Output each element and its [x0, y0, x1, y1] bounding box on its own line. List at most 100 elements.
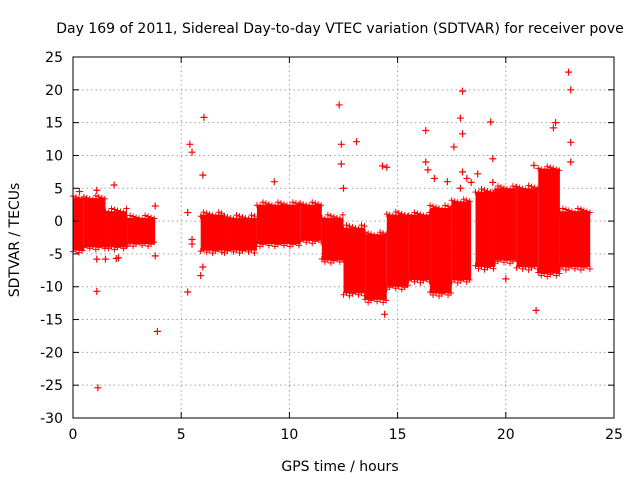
data-point	[474, 170, 482, 178]
data-point	[574, 205, 581, 212]
data-point	[321, 215, 328, 222]
y-tick-label: 20	[45, 83, 63, 99]
data-point	[108, 205, 115, 212]
data-point	[487, 118, 495, 126]
data-point	[215, 209, 222, 216]
data-point	[500, 185, 507, 192]
data-point	[568, 262, 575, 269]
data-point	[411, 209, 418, 216]
data-point	[199, 171, 207, 179]
data-point	[405, 212, 412, 219]
data-point	[456, 114, 464, 122]
data-point	[318, 255, 325, 262]
data-point	[337, 140, 345, 148]
data-point	[111, 206, 118, 213]
data-point	[423, 275, 430, 282]
data-point	[463, 197, 470, 204]
data-point	[309, 199, 316, 206]
data-point	[105, 209, 112, 216]
data-point	[383, 210, 390, 217]
data-point	[459, 168, 467, 176]
data-point	[218, 249, 225, 256]
data-band	[321, 217, 344, 261]
data-point	[448, 197, 455, 204]
data-point	[481, 187, 488, 194]
x-tick-label: 20	[497, 427, 515, 443]
data-point	[256, 203, 263, 210]
data-point	[491, 187, 498, 194]
data-point	[550, 269, 557, 276]
data-series	[70, 68, 593, 392]
data-point	[516, 184, 523, 191]
data-point	[358, 289, 365, 296]
data-point	[377, 229, 384, 236]
data-point	[142, 240, 149, 247]
data-point	[408, 213, 415, 220]
data-point	[93, 255, 101, 263]
data-point	[362, 229, 369, 236]
data-point	[442, 288, 449, 295]
data-point	[271, 203, 278, 210]
data-point	[448, 289, 455, 296]
data-point	[430, 203, 437, 210]
data-point	[300, 201, 307, 208]
data-point	[318, 214, 325, 221]
data-point	[83, 194, 90, 201]
data-point	[522, 263, 529, 270]
data-point	[268, 202, 275, 209]
data-point	[145, 213, 152, 220]
data-point	[571, 209, 578, 216]
data-point	[556, 270, 563, 277]
data-point	[92, 192, 99, 199]
data-point	[454, 199, 461, 206]
data-band	[127, 217, 156, 245]
data-point	[227, 245, 234, 252]
data-point	[343, 289, 350, 296]
plot-frame	[72, 56, 615, 419]
y-tick-label: -30	[40, 411, 63, 427]
data-point	[206, 211, 213, 218]
data-point	[408, 275, 415, 282]
data-point	[383, 163, 391, 171]
data-band	[200, 214, 225, 251]
x-tick-label: 0	[69, 427, 78, 443]
data-point	[506, 187, 513, 194]
data-point	[200, 246, 207, 253]
data-point	[303, 202, 310, 209]
data-point	[151, 239, 158, 246]
data-point	[227, 215, 234, 222]
data-point	[120, 209, 127, 216]
data-point	[395, 283, 402, 290]
data-point	[352, 138, 360, 146]
y-tick-label: -5	[49, 247, 63, 263]
data-point	[123, 243, 130, 250]
data-point	[274, 199, 281, 206]
data-point	[265, 201, 272, 208]
data-point	[343, 222, 350, 229]
data-point	[306, 237, 313, 244]
data-point	[535, 165, 542, 172]
data-point	[153, 327, 161, 335]
data-point	[404, 282, 411, 289]
data-point	[93, 287, 101, 295]
data-point	[424, 166, 432, 174]
data-band	[451, 201, 472, 281]
data-point	[503, 186, 510, 193]
data-point	[586, 265, 593, 272]
data-point	[94, 384, 102, 392]
data-point	[186, 140, 194, 148]
data-point	[136, 239, 143, 246]
data-point	[245, 216, 252, 223]
data-point	[567, 138, 575, 146]
data-point	[108, 243, 115, 250]
data-point	[466, 198, 473, 205]
data-point	[248, 246, 255, 253]
data-point	[490, 265, 497, 272]
data-point	[443, 178, 451, 186]
data-point	[139, 216, 146, 223]
data-point	[277, 239, 284, 246]
data-point	[95, 193, 102, 200]
data-point	[531, 262, 538, 269]
data-point	[433, 289, 440, 296]
data-point	[420, 212, 427, 219]
